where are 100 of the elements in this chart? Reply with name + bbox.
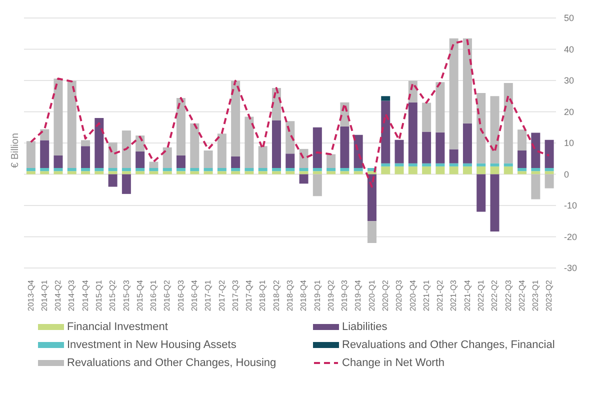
bar: [94, 168, 104, 172]
bar: [190, 168, 200, 172]
x-tick-label: 2017-Q4: [244, 279, 254, 312]
x-tick-label: 2022-Q2: [490, 279, 500, 312]
bar: [67, 80, 76, 168]
x-tick-label: 2014-Q3: [67, 279, 76, 312]
bar: [272, 171, 281, 174]
x-tick-label: 2021-Q2: [436, 279, 445, 312]
bar: [299, 168, 308, 172]
bar: [176, 98, 186, 156]
bar: [518, 171, 527, 174]
bar: [381, 96, 390, 101]
x-tick-label: 2020-Q4: [408, 279, 418, 312]
x-tick-label: 2019-Q1: [312, 279, 322, 312]
bar: [94, 118, 104, 168]
x-tick-label: 2014-Q1: [40, 279, 49, 312]
bar: [299, 171, 308, 174]
bar: [108, 174, 118, 187]
bar: [190, 171, 200, 174]
bar: [490, 174, 500, 232]
legend-label: Financial Investment: [67, 321, 168, 333]
x-tick-label: 2016-Q4: [190, 279, 200, 312]
bar: [108, 171, 118, 174]
bar: [340, 168, 350, 172]
bar: [122, 174, 131, 194]
legend-label: Revaluations and Other Changes, Housing: [67, 357, 276, 369]
legend-label: Investment in New Housing Assets: [67, 339, 236, 351]
bar: [531, 168, 540, 172]
bar: [544, 174, 554, 188]
bar: [449, 166, 458, 174]
bar: [217, 168, 226, 172]
bar: [81, 171, 90, 174]
x-tick-label: 2020-Q2: [380, 279, 390, 312]
bar: [122, 130, 131, 168]
bar: [367, 221, 376, 243]
legend-label: Revaluations and Other Changes, Financial: [342, 339, 555, 351]
x-tick-label: 2016-Q1: [149, 279, 158, 312]
bar: [244, 171, 254, 174]
bar: [476, 93, 486, 164]
bar: [476, 166, 486, 174]
bar: [422, 102, 432, 132]
bar: [286, 168, 295, 172]
bar: [272, 168, 281, 172]
bar: [436, 166, 445, 174]
bar: [354, 171, 363, 174]
y-tick-label: -30: [564, 263, 578, 274]
bar: [408, 166, 418, 174]
bar: [26, 171, 36, 174]
bar: [476, 174, 486, 212]
bar: [518, 168, 527, 172]
x-tick-label: 2018-Q4: [299, 279, 308, 312]
bar: [531, 174, 540, 200]
y-axis-title: € Billion: [10, 132, 21, 168]
bar: [26, 141, 36, 168]
y-tick-label: 10: [564, 138, 574, 148]
x-tick-label: 2022-Q1: [476, 279, 486, 312]
x-tick-label: 2017-Q1: [204, 279, 213, 312]
bar: [204, 171, 213, 174]
x-tick-label: 2023-Q1: [531, 279, 540, 312]
bar: [312, 168, 322, 172]
x-tick-label: 2014-Q2: [54, 279, 63, 312]
x-tick-label: 2021-Q3: [449, 279, 458, 312]
bar: [504, 166, 513, 174]
bar: [258, 168, 268, 172]
bar: [367, 174, 376, 222]
x-tick-label: 2014-Q4: [80, 279, 90, 312]
x-tick-label: 2017-Q3: [230, 279, 240, 312]
bar: [476, 163, 486, 166]
x-tick-label: 2015-Q4: [135, 279, 144, 312]
bar: [340, 126, 350, 168]
bar: [286, 121, 295, 154]
x-tick-label: 2015-Q1: [94, 279, 104, 312]
bar: [436, 82, 445, 132]
bar: [162, 147, 172, 168]
x-tick-label: 2018-Q1: [258, 279, 268, 312]
bar: [436, 132, 445, 164]
bar: [462, 163, 472, 166]
bar: [108, 142, 118, 168]
bar: [162, 171, 172, 174]
bar: [231, 168, 240, 172]
bar: [258, 171, 268, 174]
bar: [94, 171, 104, 174]
bar: [381, 100, 390, 164]
bar: [149, 171, 158, 174]
x-tick-label: 2019-Q3: [340, 279, 350, 312]
bar: [190, 123, 200, 168]
x-tick-label: 2017-Q2: [217, 279, 226, 312]
bar: [67, 171, 76, 174]
bar: [326, 168, 336, 172]
bar: [436, 163, 445, 166]
bar: [422, 163, 432, 166]
y-tick-label: 20: [564, 106, 574, 117]
bar: [40, 140, 50, 168]
bar: [81, 140, 90, 146]
y-tick-label: -10: [564, 200, 578, 211]
bar: [217, 134, 226, 168]
x-tick-label: 2018-Q2: [272, 279, 281, 312]
bar: [54, 78, 63, 156]
bar: [67, 168, 76, 172]
y-tick-label: 50: [564, 13, 574, 24]
